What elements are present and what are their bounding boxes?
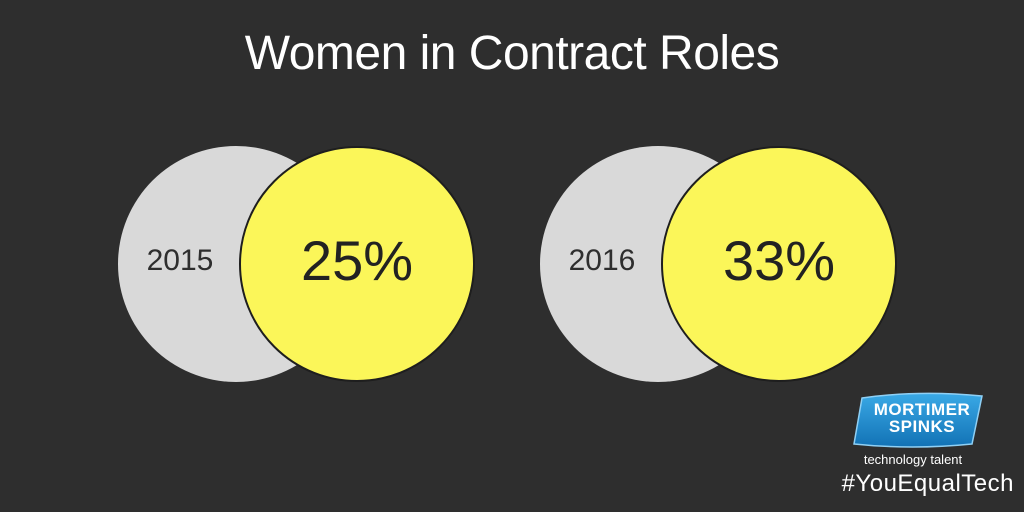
- logo-text-line-2: SPINKS: [888, 417, 956, 436]
- year-label: 2016: [568, 244, 636, 277]
- logo-badge: [853, 392, 983, 448]
- hashtag: #YouEqualTech: [841, 470, 1014, 497]
- percent-circle: [239, 146, 475, 382]
- percent-circle: [661, 146, 897, 382]
- percent-value: 33%: [722, 229, 836, 292]
- stat-2015: 2015 25%: [118, 146, 478, 382]
- page-title: Women in Contract Roles: [244, 27, 780, 80]
- logo-tagline: technology talent: [863, 452, 963, 467]
- company-logo: MORTIMER SPINKS: [852, 392, 984, 452]
- year-label: 2015: [146, 244, 214, 277]
- stat-2016: 2016 33%: [540, 146, 900, 382]
- logo-text-line-1: MORTIMER: [873, 400, 971, 419]
- percent-value: 25%: [300, 229, 414, 292]
